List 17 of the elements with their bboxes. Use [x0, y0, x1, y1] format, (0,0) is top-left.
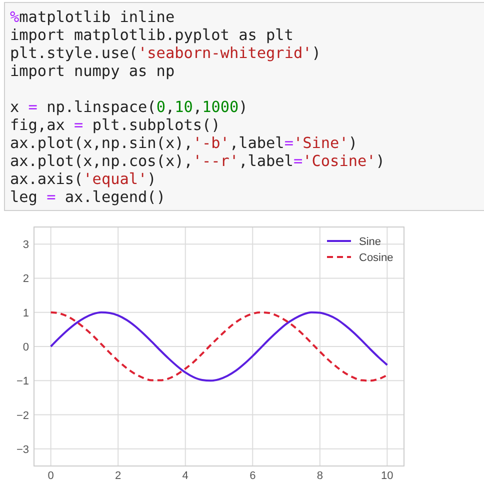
x-tick-label: 8	[316, 470, 323, 482]
x-tick-label: 6	[250, 470, 256, 482]
y-tick-label: −2	[16, 410, 29, 422]
y-tick-label: 2	[22, 273, 29, 286]
x-tick-label: 4	[182, 470, 188, 482]
y-tick-label: −1	[16, 376, 29, 388]
y-tick-label: 1	[22, 307, 29, 320]
x-tick-label: 10	[381, 470, 394, 482]
y-tick-label: 0	[22, 342, 29, 354]
y-tick-label: −3	[16, 444, 29, 456]
legend-label: Cosine	[359, 252, 394, 264]
x-tick-label: 0	[48, 470, 54, 482]
y-tick-label: 3	[22, 239, 29, 252]
text: %matplotlib inline import matplotlib.pyplot as plt plt.style.use('seaborn-whitegrid') import numpy as np x = np.linspace(0,10,1000) fig,ax = plt.subplots() ax.plot(x,np.sin(x),'-b',label='Sine') ax.plot(x,np.cos(x),'--r',label='Cosine') ax.axis('equal') leg = ax.legend()	[10, 8, 385, 206]
legend-label: Sine	[359, 236, 382, 248]
x-tick-label: 2	[115, 470, 122, 482]
line-series	[50, 311, 388, 382]
